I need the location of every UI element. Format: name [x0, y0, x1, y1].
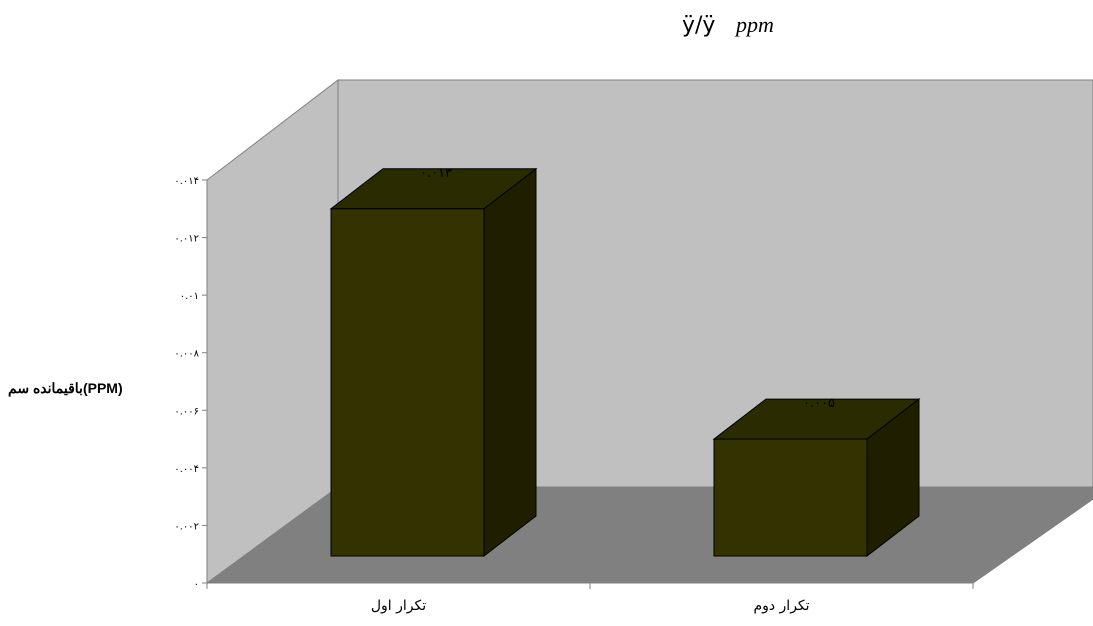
y-tick-label: ۰.۰۱۲: [174, 234, 199, 245]
y-tick-label: ۰.۰۰۴: [174, 464, 199, 475]
y-axis-label: باقیمانده سم(PPM): [8, 380, 123, 397]
y-tick-label: ۰: [194, 579, 199, 590]
y-tick-label: ۰.۰۰۶: [174, 406, 199, 417]
data-label: ۰.۰۰۵: [803, 396, 835, 411]
y-tick-label: ۰.۰۱۴: [174, 176, 199, 187]
bar: [713, 438, 868, 557]
bar-side: [483, 167, 537, 558]
y-tick-label: ۰.۰۱: [180, 291, 199, 302]
floor-edge: [972, 498, 1093, 584]
data-label: ۰.۰۱۳: [420, 166, 452, 181]
y-tick-label: ۰.۰۰۸: [174, 349, 199, 360]
chart-title-unit: ppm: [734, 12, 774, 37]
x-tick-label: تکرار اول: [371, 598, 426, 614]
x-tick-label: تکرار دوم: [753, 598, 809, 614]
chart-bars: [329, 167, 921, 558]
chart-axes: ۰ ۰.۰۰۲ ۰.۰۰۴ ۰.۰۰۶ ۰.۰۰۸ ۰.۰۱ ۰.۰۱۲ ۰.۰۱۴: [174, 176, 974, 590]
bar: [330, 208, 485, 557]
y-tick-label: ۰.۰۰۲: [174, 521, 199, 532]
chart-labels: ۰.۰۱۳ تکرار اول ۰.۰۰۵ تکرار دوم: [371, 166, 835, 614]
chart-title-garbled: ÿ/ÿ: [682, 13, 715, 38]
